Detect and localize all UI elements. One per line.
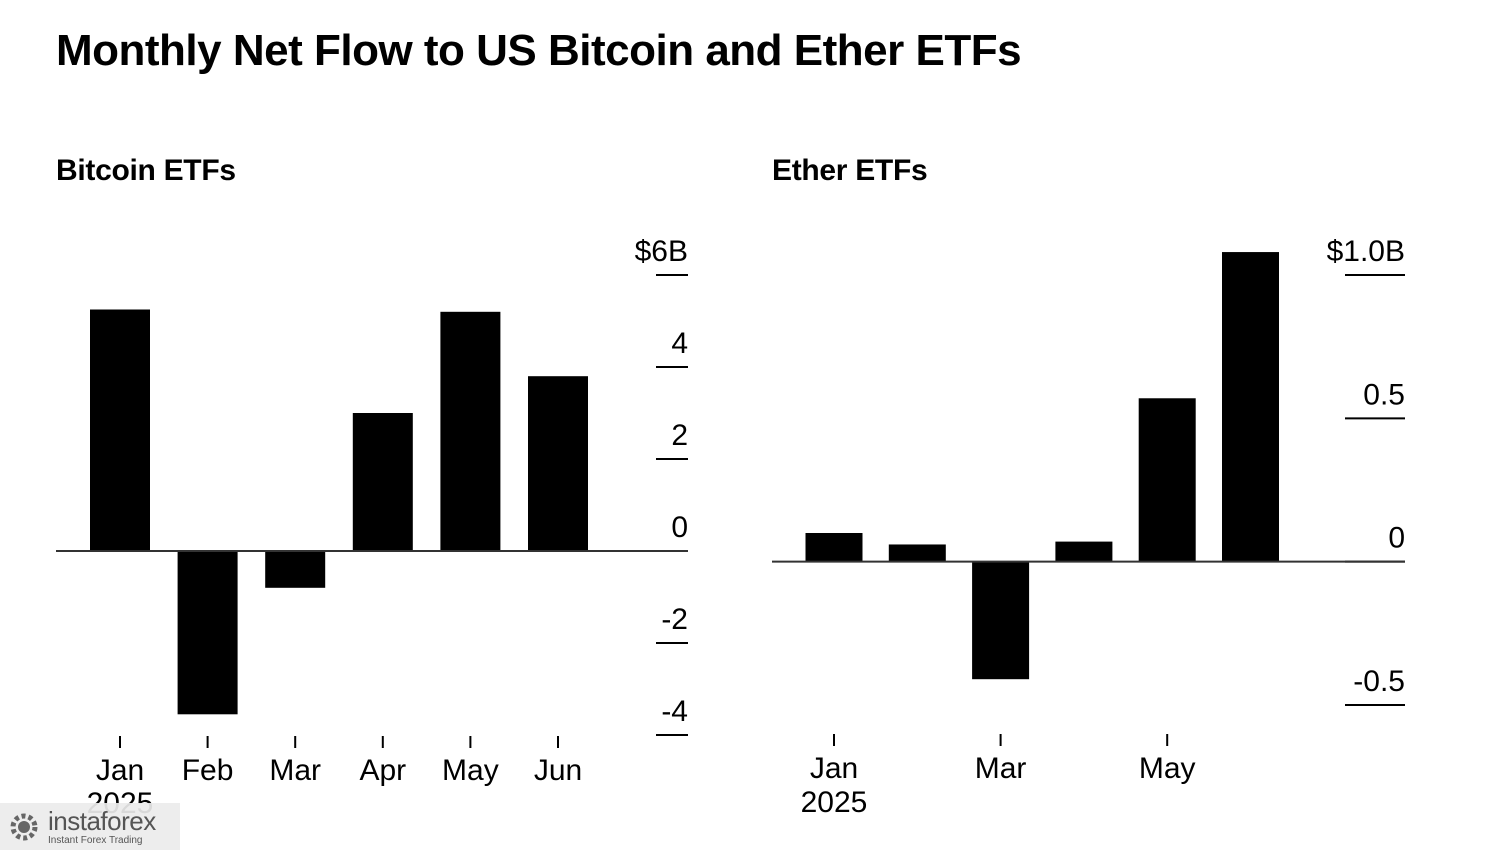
bitcoin-bar-feb — [177, 551, 238, 715]
bitcoin-bar-apr — [352, 413, 413, 551]
ether-bar-apr — [1055, 541, 1113, 562]
bitcoin-bar-mar — [265, 551, 326, 588]
bitcoin-ytick-label: 4 — [671, 327, 688, 360]
bitcoin-panel-title: Bitcoin ETFs — [56, 154, 236, 187]
watermark-brand: instaforex — [48, 805, 156, 836]
bitcoin-xtick-label: Jun — [534, 754, 582, 787]
ether-xtick-label: May — [1139, 752, 1196, 785]
bitcoin-ytick-label: -4 — [661, 695, 688, 728]
bitcoin-xtick-label: Apr — [359, 754, 406, 787]
ether-bar-may — [1138, 398, 1196, 562]
watermark-tagline: Instant Forex Trading — [48, 834, 143, 846]
ether-ytick-label: $1.0B — [1327, 235, 1405, 268]
ether-ytick-label: -0.5 — [1353, 665, 1405, 698]
ether-bar-mar — [972, 561, 1030, 680]
bitcoin-bar-may — [440, 311, 501, 551]
ether-year-label: 2025 — [801, 786, 868, 819]
bitcoin-bar-jan — [90, 309, 150, 551]
ether-xtick-label: Jan — [810, 752, 858, 785]
bitcoin-xtick-label: Jan — [96, 754, 144, 787]
gear-logo-icon — [4, 807, 44, 847]
bitcoin-xtick-label: Mar — [269, 754, 321, 787]
chart-title: Monthly Net Flow to US Bitcoin and Ether… — [56, 26, 1022, 75]
ether-ytick-label: 0.5 — [1363, 378, 1405, 411]
bitcoin-bar-jun — [528, 376, 588, 551]
ether-bar-feb — [888, 544, 946, 562]
ether-xtick-label: Mar — [975, 752, 1027, 785]
ether-ytick-label: 0 — [1388, 522, 1405, 555]
ether-bar-jan — [805, 533, 863, 562]
bitcoin-ytick-label: -2 — [661, 603, 688, 636]
ether-panel-title: Ether ETFs — [772, 154, 928, 187]
bitcoin-ytick-label: 2 — [671, 419, 688, 452]
bitcoin-xtick-label: Feb — [182, 754, 234, 787]
ether-bar-jun — [1222, 252, 1279, 562]
bitcoin-ytick-label: $6B — [635, 235, 688, 268]
bitcoin-xtick-label: May — [442, 754, 499, 787]
watermark: instaforex Instant Forex Trading — [0, 803, 180, 850]
bitcoin-ytick-label: 0 — [671, 511, 688, 544]
